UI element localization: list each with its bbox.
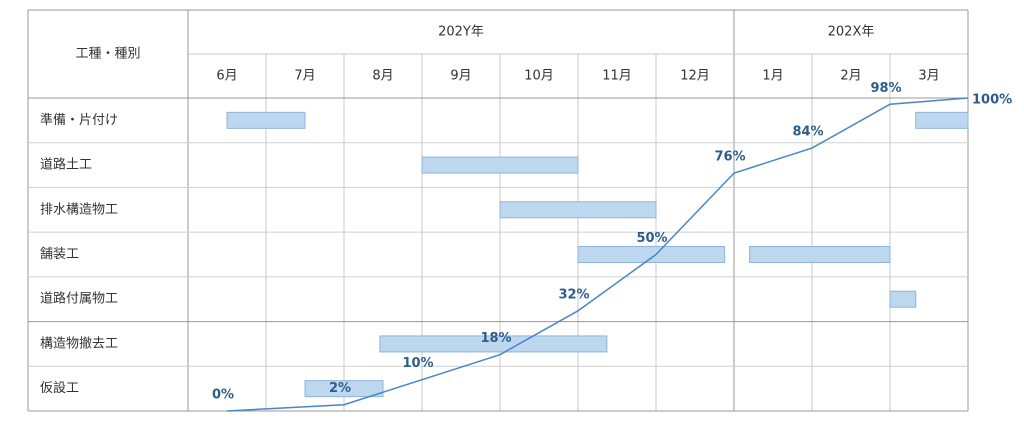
month-label: 9月 xyxy=(450,69,471,84)
task-label: 構造物撤去工 xyxy=(40,335,118,351)
progress-label: 84% xyxy=(792,125,823,140)
month-label: 1月 xyxy=(762,69,783,84)
task-label: 道路土工 xyxy=(40,157,92,173)
task-label: 仮設工 xyxy=(40,380,79,396)
task-bar xyxy=(577,246,726,263)
year-label: 202X年 xyxy=(828,25,875,40)
progress-label: 98% xyxy=(870,81,901,96)
progress-label: 2% xyxy=(329,381,351,396)
month-label: 6月 xyxy=(216,69,237,84)
month-label: 8月 xyxy=(372,69,393,84)
task-bar xyxy=(889,290,917,308)
task-label: 道路付属物工 xyxy=(40,291,118,307)
progress-label: 50% xyxy=(636,231,667,246)
month-label: 2月 xyxy=(840,69,861,84)
progress-label: 100% xyxy=(972,93,1012,108)
month-label: 12月 xyxy=(680,69,710,84)
progress-label: 18% xyxy=(480,331,511,346)
year-label: 202Y年 xyxy=(438,25,484,40)
task-bar xyxy=(304,380,384,398)
header-label: 工種・種別 xyxy=(75,46,140,62)
month-label: 11月 xyxy=(602,69,632,84)
task-bar xyxy=(499,201,657,219)
progress-curve xyxy=(226,97,969,412)
task-bar xyxy=(749,246,891,263)
task-bar xyxy=(421,156,579,174)
month-label: 3月 xyxy=(918,69,939,84)
month-label: 10月 xyxy=(524,69,554,84)
task-label: 舗装工 xyxy=(40,247,79,262)
task-label: 排水構造物工 xyxy=(40,202,118,217)
progress-label: 10% xyxy=(402,356,433,371)
task-bar xyxy=(915,111,969,129)
task-bar xyxy=(379,335,608,353)
month-label: 7月 xyxy=(294,69,315,84)
progress-label: 32% xyxy=(558,287,589,302)
progress-label: 0% xyxy=(212,388,234,403)
task-label: 準備・片付け xyxy=(40,112,118,128)
task-bar xyxy=(226,111,306,129)
progress-label: 76% xyxy=(714,150,745,165)
